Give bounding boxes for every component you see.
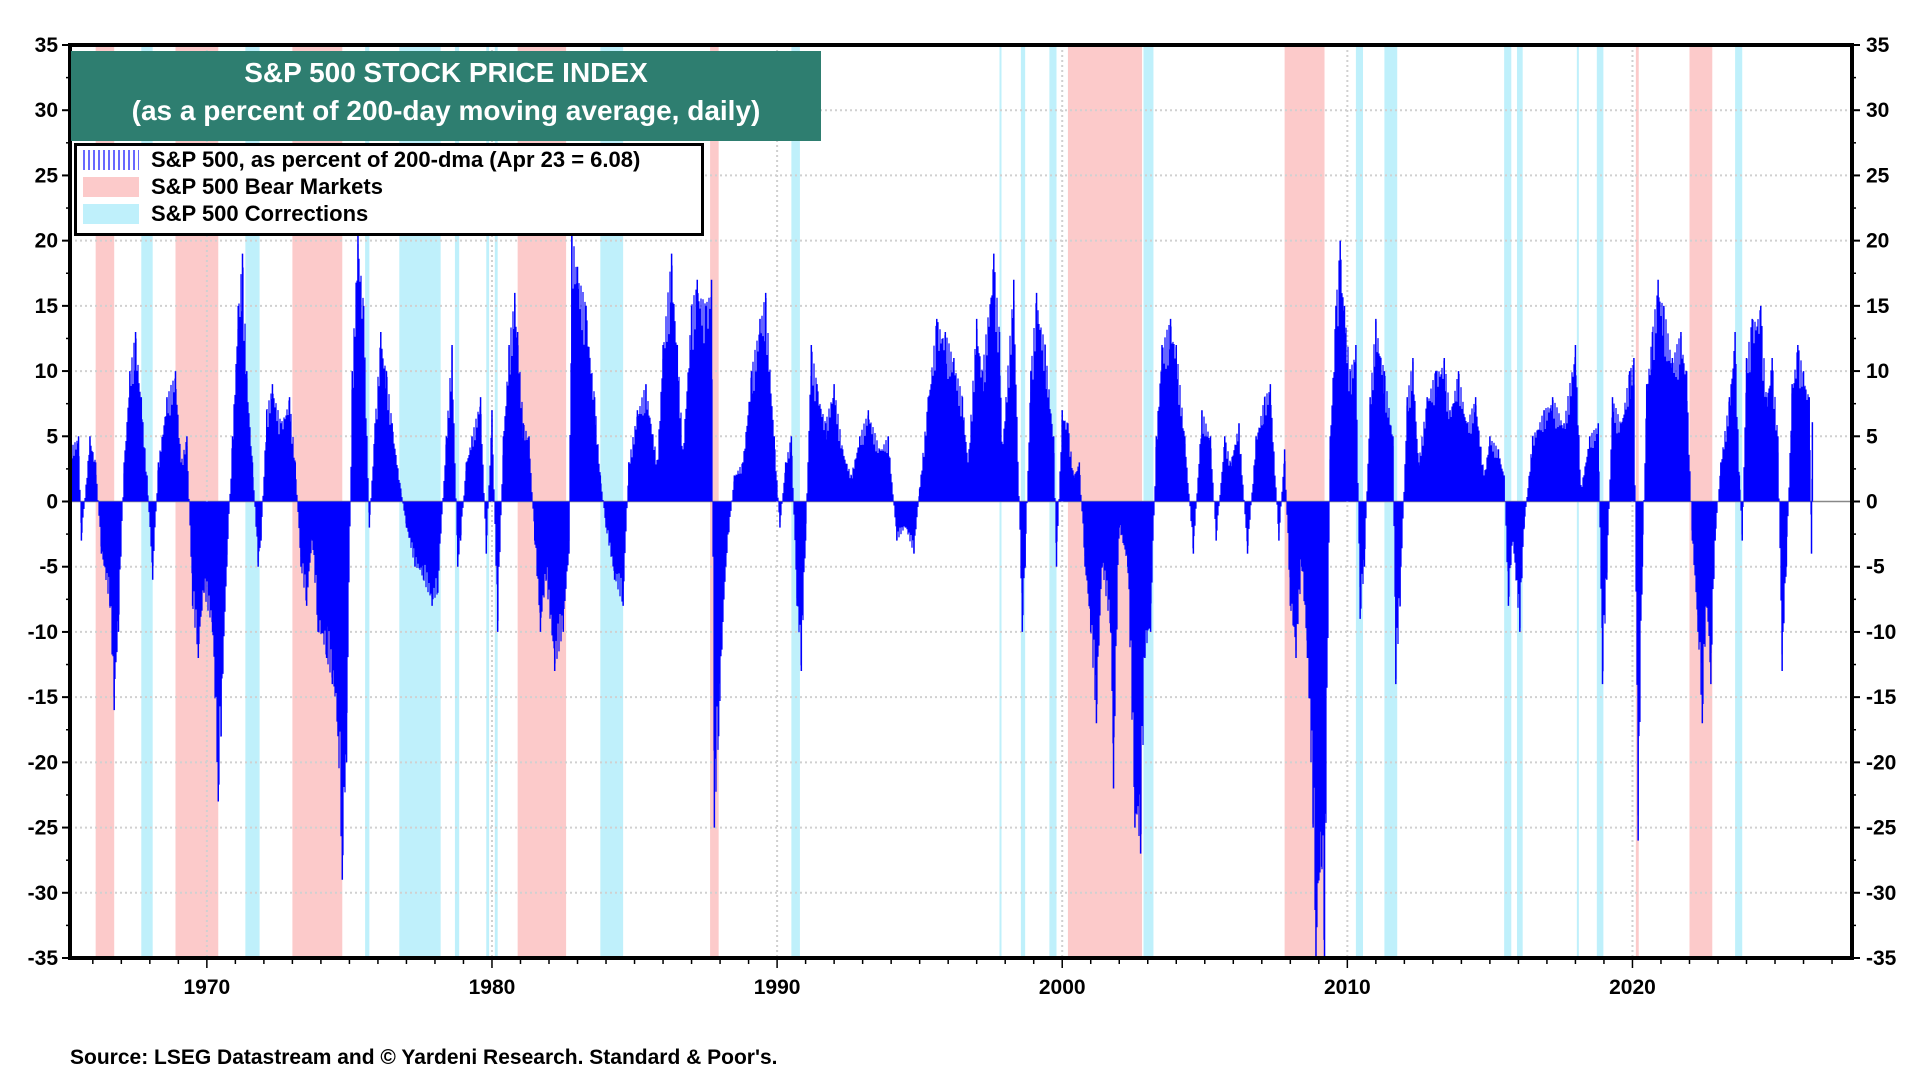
- x-tick-label: 1970: [183, 976, 230, 999]
- y-tick-label-left: -25: [28, 817, 59, 840]
- y-tick-label-right: 10: [1866, 360, 1889, 383]
- y-tick-label-left: -10: [28, 621, 58, 644]
- y-tick-label-right: -10: [1866, 621, 1896, 644]
- y-tick-label-left: 15: [35, 295, 59, 318]
- x-tick-label: 2010: [1324, 976, 1371, 999]
- y-tick-label-right: 25: [1866, 164, 1890, 187]
- legend: S&P 500, as percent of 200-dma (Apr 23 =…: [74, 143, 704, 236]
- y-tick-label-left: 10: [35, 360, 58, 383]
- legend-label-series: S&P 500, as percent of 200-dma (Apr 23 =…: [151, 146, 641, 172]
- y-tick-label-left: 35: [35, 34, 59, 57]
- y-tick-label-right: -15: [1866, 686, 1897, 709]
- source-note: Source: LSEG Datastream and © Yardeni Re…: [70, 1046, 778, 1069]
- y-tick-label-left: 30: [35, 99, 58, 122]
- y-tick-label-right: 15: [1866, 295, 1890, 318]
- x-tick-label: 2000: [1039, 976, 1086, 999]
- y-tick-label-right: 20: [1866, 230, 1889, 253]
- y-tick-label-left: 25: [35, 164, 59, 187]
- y-tick-label-right: -25: [1866, 817, 1897, 840]
- x-tick-label: 2020: [1609, 976, 1656, 999]
- y-tick-label-left: -20: [28, 751, 58, 774]
- y-tick-label-right: -5: [1866, 556, 1885, 579]
- legend-swatch-corrections: [83, 203, 139, 224]
- y-tick-label-left: -30: [28, 882, 58, 905]
- legend-swatch-series: [83, 149, 139, 170]
- y-tick-label-right: 5: [1866, 425, 1878, 448]
- y-tick-label-left: -5: [39, 556, 58, 579]
- chart-title: S&P 500 STOCK PRICE INDEX: [244, 57, 648, 88]
- legend-item-bear: S&P 500 Bear Markets: [83, 173, 701, 200]
- legend-swatch-bear: [83, 176, 139, 197]
- chart-subtitle: (as a percent of 200-day moving average,…: [131, 95, 761, 126]
- series-bars: [69, 227, 1814, 958]
- x-tick-label: 1980: [469, 976, 516, 999]
- y-tick-label-left: -15: [28, 686, 59, 709]
- x-tick-label: 1990: [754, 976, 801, 999]
- y-tick-label-left: 0: [46, 491, 58, 514]
- y-tick-label-right: 30: [1866, 99, 1889, 122]
- y-tick-label-right: 35: [1866, 34, 1890, 57]
- y-tick-label-right: -30: [1866, 882, 1896, 905]
- y-tick-label-right: -35: [1866, 947, 1897, 970]
- legend-item-corrections: S&P 500 Corrections: [83, 200, 701, 227]
- y-tick-label-left: 5: [46, 425, 58, 448]
- chart-title-box: S&P 500 STOCK PRICE INDEX (as a percent …: [71, 51, 821, 141]
- y-tick-label-right: 0: [1866, 491, 1878, 514]
- y-tick-label-right: -20: [1866, 751, 1896, 774]
- legend-item-series: S&P 500, as percent of 200-dma (Apr 23 =…: [83, 146, 701, 173]
- y-tick-label-left: -35: [28, 947, 59, 970]
- legend-label-corrections: S&P 500 Corrections: [151, 200, 369, 226]
- y-tick-label-left: 20: [35, 230, 58, 253]
- legend-label-bear: S&P 500 Bear Markets: [151, 173, 383, 199]
